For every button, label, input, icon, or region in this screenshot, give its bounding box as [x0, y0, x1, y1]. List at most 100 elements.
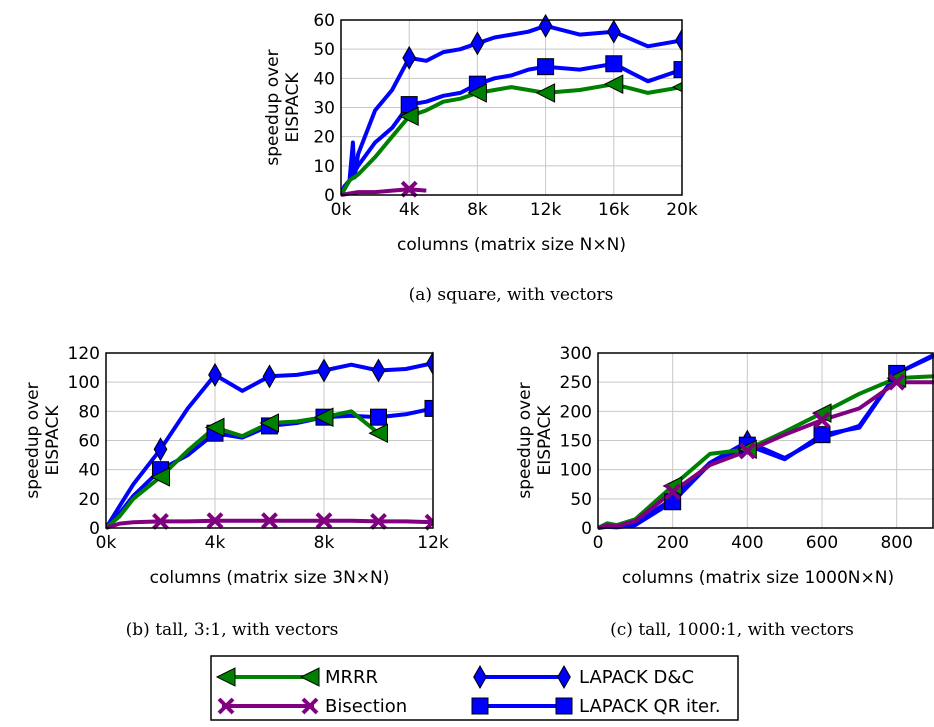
data-point-lapack_qr [673, 61, 682, 79]
figure-caption: (c) tall, 1000:1, with vectors [610, 620, 854, 640]
x-tick-label: 8k [314, 533, 335, 553]
y-tick-label: 100 [560, 461, 592, 481]
x-tick-label: 0k [331, 200, 352, 220]
data-point-lapack_qr [370, 408, 387, 426]
square-icon [555, 697, 573, 715]
y-tick-label: 0 [324, 186, 335, 206]
legend: MRRR LAPACK D&C Bisection LAPACK QR iter. [210, 655, 739, 721]
data-point-lapack_dc [675, 28, 682, 53]
diamond-icon [473, 664, 487, 690]
y-tick-label: 250 [560, 373, 592, 393]
data-point-bisection [315, 512, 333, 530]
y-tick-label: 60 [313, 11, 335, 31]
y-tick-label: 100 [68, 373, 100, 393]
data-point-lapack_dc [371, 358, 386, 383]
x-tick-label: 16k [598, 200, 630, 220]
y-tick-label: 0 [89, 519, 100, 539]
legend-label: LAPACK QR iter. [579, 696, 721, 717]
data-point-lapack_dc [606, 19, 621, 44]
y-tick-label: 30 [313, 99, 335, 119]
diamond-icon [557, 664, 571, 690]
data-point-bisection [813, 411, 831, 429]
data-point-mrrr [671, 82, 682, 93]
series-group [106, 351, 433, 531]
x-tick-label: 800 [880, 533, 912, 553]
square-icon [471, 697, 489, 715]
x-axis-label: columns (matrix size N×N) [397, 235, 626, 255]
y-tick-label: 120 [68, 344, 100, 364]
plot-frame [340, 19, 683, 196]
data-point-lapack_dc [426, 351, 433, 376]
x-tick-label: 0 [593, 533, 604, 553]
legend-item-bisection: Bisection [217, 696, 407, 717]
y-axis-label: speedup overEISPACK [23, 382, 63, 498]
chart-square: 0k 4k 8k 12k 16k 20k 0 10 20 30 40 50 60 speedup over… [263, 11, 698, 305]
legend-item-lapack_dc: LAPACK D&C [473, 664, 694, 690]
data-point-bisection [424, 513, 433, 531]
data-point-lapack_qr [813, 426, 831, 444]
x-tick-label: 400 [731, 533, 763, 553]
grid [340, 19, 683, 196]
data-point-lapack_dc [208, 362, 222, 387]
x-tick-label: 20k [666, 200, 698, 220]
data-point-bisection [206, 512, 224, 530]
legend-label: Bisection [325, 696, 407, 717]
data-point-mrrr [603, 74, 624, 94]
y-tick-label: 0 [581, 519, 592, 539]
data-point-mrrr [259, 413, 279, 433]
data-point-bisection [261, 512, 278, 530]
y-tick-label: 300 [560, 344, 592, 364]
y-tick-label: 40 [313, 69, 335, 89]
y-axis-label: speedup overEISPACK [263, 49, 303, 165]
x-tick-label: 4k [205, 533, 226, 553]
y-tick-label: 20 [313, 128, 335, 148]
series-line-bisection [106, 518, 433, 530]
data-point-lapack_dc [538, 13, 553, 38]
data-point-bisection [888, 373, 906, 391]
x-icon [301, 697, 319, 715]
x-icon [217, 697, 235, 715]
x-tick-label: 0k [96, 533, 117, 553]
triangle-left-icon [215, 667, 236, 687]
legend-item-lapack_qr: LAPACK QR iter. [471, 696, 721, 717]
y-tick-label: 50 [313, 40, 335, 60]
data-point-mrrr [535, 83, 556, 103]
data-point-lapack_qr [424, 399, 433, 417]
data-point-mrrr [467, 83, 487, 103]
series-group [341, 13, 682, 198]
data-point-lapack_dc [470, 31, 485, 56]
legend-label: LAPACK D&C [579, 667, 694, 688]
data-point-mrrr [204, 417, 225, 438]
y-tick-label: 20 [78, 490, 100, 510]
triangle-left-icon [299, 667, 320, 687]
figure-caption: (b) tall, 3:1, with vectors [126, 620, 339, 640]
series-line-bisection [598, 380, 934, 530]
data-point-lapack_qr [537, 58, 555, 76]
x-tick-label: 12k [417, 533, 449, 553]
x-tick-label: 200 [656, 533, 688, 553]
data-point-mrrr [313, 407, 334, 427]
y-tick-label: 150 [560, 432, 592, 452]
x-tick-label: 4k [399, 200, 420, 220]
y-tick-label: 10 [313, 157, 335, 177]
series-line-lapack_qr [341, 61, 682, 197]
x-axis-label: columns (matrix size 3N×N) [150, 568, 390, 588]
data-point-lapack_dc [317, 358, 331, 383]
data-point-bisection [738, 442, 756, 460]
series-line-mrrr [341, 82, 682, 197]
data-point-lapack_dc [262, 364, 277, 389]
data-point-bisection [664, 483, 682, 501]
figure-caption: (a) square, with vectors [409, 285, 614, 305]
series-group [598, 353, 934, 530]
y-tick-label: 60 [78, 432, 100, 452]
x-tick-label: 8k [467, 200, 488, 220]
plot-frame [105, 352, 434, 529]
data-point-bisection [152, 513, 169, 530]
data-point-lapack_dc [153, 437, 168, 462]
plot-frame [597, 352, 934, 529]
series-line-lapack_dc [341, 23, 682, 196]
data-point-mrrr [150, 467, 170, 487]
